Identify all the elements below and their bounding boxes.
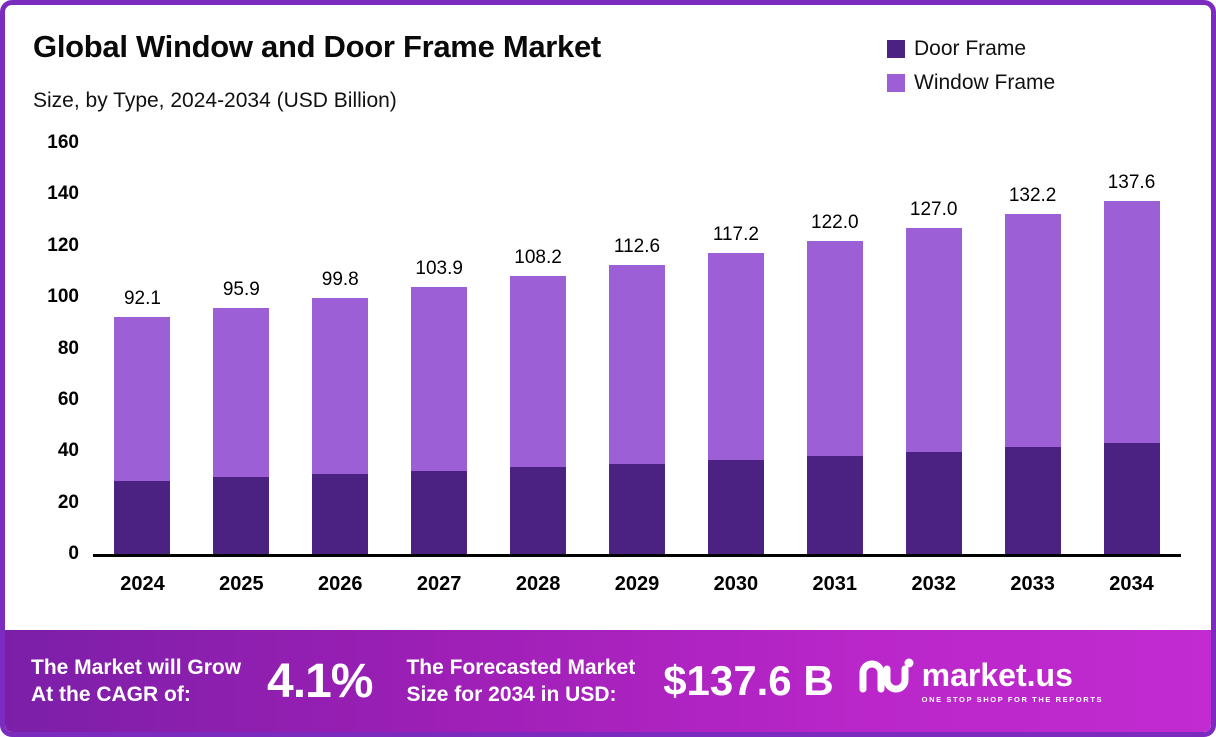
bar-segment-window-frame [114, 317, 171, 481]
x-axis-label: 2028 [515, 573, 561, 595]
y-axis-label: 120 [47, 234, 79, 256]
bar-segment-window-frame [213, 307, 270, 478]
bar-segment-door-frame [411, 470, 468, 554]
forecast-caption-line1: The Forecasted Market [406, 655, 636, 679]
brand-block: market.us ONE STOP SHOP FOR THE REPORTS [858, 656, 1103, 707]
bar-segment-window-frame [707, 252, 764, 460]
bar-total-label: 99.8 [321, 268, 359, 290]
x-axis-label: 2024 [120, 573, 165, 595]
cagr-caption-line1: The Market will Grow [31, 655, 242, 679]
x-axis-label: 2027 [416, 573, 462, 595]
bar-total-label: 137.6 [1107, 171, 1156, 193]
bar-segment-door-frame [510, 467, 567, 554]
bar-segment-door-frame [1103, 443, 1160, 554]
x-axis-label: 2034 [1109, 573, 1154, 595]
x-axis-label: 2031 [812, 573, 858, 595]
bar-segment-door-frame [1004, 447, 1061, 554]
legend-item-window-frame: Window Frame [887, 71, 1055, 95]
legend-swatch-window-frame [887, 74, 905, 92]
y-axis-label: 160 [47, 132, 79, 153]
legend-label: Window Frame [914, 71, 1056, 94]
bar-column: 103.9 [411, 143, 468, 554]
x-axis-label: 2025 [219, 573, 264, 595]
bar-total-label: 103.9 [415, 258, 463, 280]
bar-column: 92.1 [114, 143, 171, 554]
bar-segment-door-frame [806, 455, 863, 554]
bar-total-label: 95.9 [222, 278, 260, 300]
bar-segment-window-frame [806, 240, 863, 456]
bar-segment-door-frame [905, 451, 962, 554]
forecast-caption: The Forecasted Market Size for 2034 in U… [406, 654, 635, 709]
x-axis-label: 2032 [911, 573, 956, 595]
brand-tagline: ONE STOP SHOP FOR THE REPORTS [921, 694, 1104, 704]
bar-segment-window-frame [1004, 214, 1061, 448]
bar-segment-door-frame [707, 459, 764, 554]
page-title: Global Window and Door Frame Market [33, 29, 601, 64]
bar-column: 127.0 [905, 143, 962, 554]
bar-column: 112.6 [608, 143, 665, 554]
bar-segment-window-frame [510, 276, 567, 468]
legend-swatch-door-frame [887, 40, 905, 58]
legend-item-door-frame: Door Frame [887, 37, 1055, 61]
bar-segment-door-frame [114, 480, 171, 554]
bar-column: 95.9 [213, 143, 270, 554]
bar-total-label: 92.1 [123, 288, 161, 310]
cagr-caption: The Market will Grow At the CAGR of: [31, 654, 241, 709]
bar-segment-window-frame [905, 227, 962, 452]
stacked-bar-chart: 92.1 95.9 99.8 103.9 108.2 112.6 117.2 122.0 127… [35, 132, 1181, 596]
bar-column: 137.6 [1103, 143, 1160, 554]
x-axis-label: 2029 [614, 573, 660, 595]
plot-area: 92.1 95.9 99.8 103.9 108.2 112.6 117.2 122.0 127… [47, 132, 1181, 564]
bar-segment-window-frame [312, 297, 369, 475]
brand-text: market.us ONE STOP SHOP FOR THE REPORTS [922, 659, 1103, 704]
y-axis-label: 100 [47, 286, 79, 308]
y-axis-label: 40 [57, 440, 79, 462]
x-axis-label: 2030 [713, 573, 759, 595]
x-axis-label: 2026 [318, 573, 363, 595]
bar-total-label: 108.2 [514, 247, 562, 269]
y-axis-label: 140 [47, 183, 79, 205]
bar-column: 132.2 [1004, 143, 1061, 554]
bar-column: 108.2 [510, 143, 567, 554]
forecast-value: $137.6 B [663, 657, 834, 704]
y-axis-label: 0 [68, 543, 79, 564]
bar-column: 117.2 [707, 143, 764, 554]
y-axis-label: 60 [57, 388, 79, 410]
legend-label: Door Frame [914, 37, 1027, 60]
bars-row: 92.1 95.9 99.8 103.9 108.2 112.6 117.2 122.0 127… [93, 143, 1181, 554]
bar-total-label: 122.0 [811, 211, 859, 233]
market-us-logo-icon [858, 656, 914, 707]
bar-segment-window-frame [411, 287, 468, 471]
y-axis-label: 80 [57, 337, 79, 359]
chart-subtitle: Size, by Type, 2024-2034 (USD Billion) [33, 89, 397, 112]
x-axis-label: 2033 [1010, 573, 1055, 595]
bar-segment-door-frame [213, 477, 270, 554]
bar-segment-window-frame [608, 264, 665, 464]
brand-name: market.us [921, 656, 1073, 693]
bar-segment-door-frame [608, 463, 665, 554]
bar-total-label: 132.2 [1008, 185, 1057, 207]
bar-total-label: 117.2 [712, 223, 759, 245]
bar-column: 122.0 [806, 143, 863, 554]
chart-legend: Door Frame Window Frame [887, 37, 1055, 95]
bar-total-label: 127.0 [909, 198, 958, 220]
bar-total-label: 112.6 [613, 235, 661, 257]
footer-banner: The Market will Grow At the CAGR of: 4.1… [5, 630, 1211, 732]
cagr-caption-line2: At the CAGR of: [31, 683, 191, 706]
x-axis-row: 2024 2025 2026 2027 2028 2029 2030 2031 2032 2033… [93, 573, 1181, 596]
cagr-value: 4.1% [267, 654, 373, 708]
bar-segment-window-frame [1103, 200, 1160, 444]
bar-segment-door-frame [312, 474, 369, 554]
bar-column: 99.8 [312, 143, 369, 554]
forecast-caption-line2: Size for 2034 in USD: [406, 683, 617, 706]
y-axis-label: 20 [57, 491, 79, 513]
